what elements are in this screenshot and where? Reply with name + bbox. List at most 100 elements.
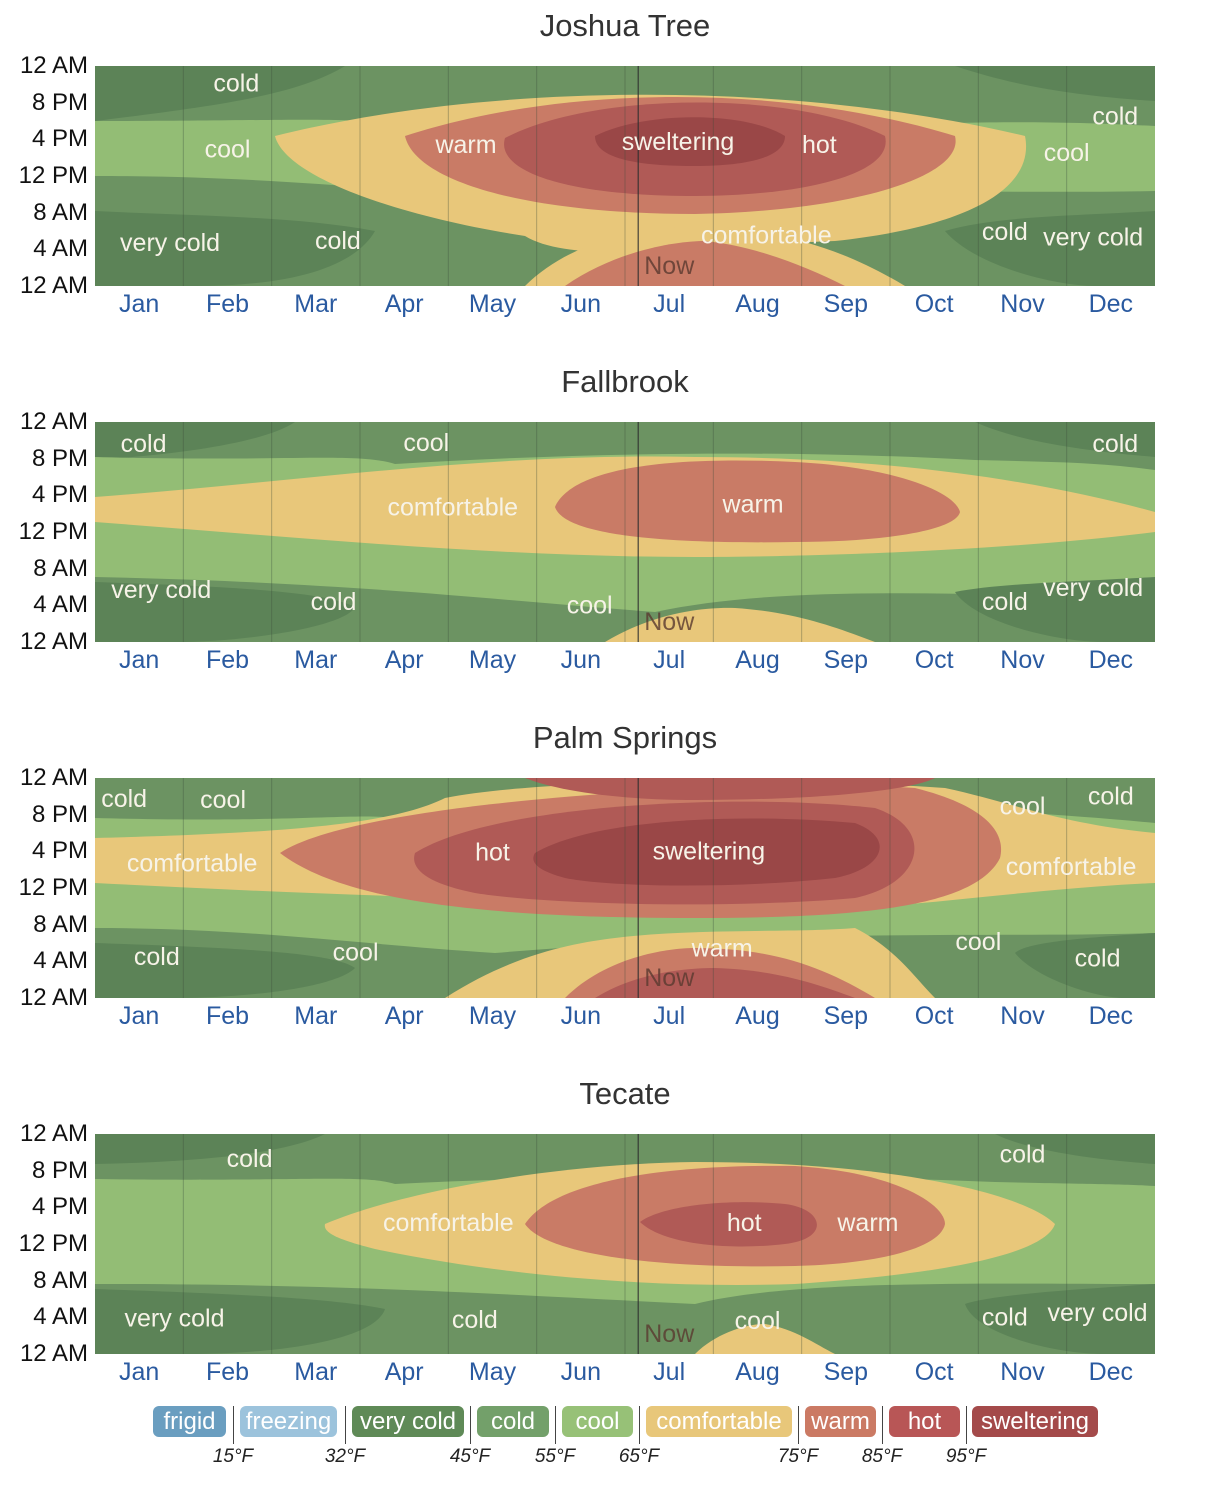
- x-tick-label: May: [468, 1002, 517, 1030]
- x-tick-label: Jul: [653, 1358, 686, 1386]
- x-tick-label: Jan: [119, 646, 160, 674]
- y-tick-label: 4 AM: [33, 947, 88, 975]
- x-tick-label: Oct: [914, 1358, 954, 1386]
- x-tick-label: Jul: [653, 290, 686, 318]
- region-label: sweltering: [653, 837, 766, 865]
- x-tick-label: Feb: [205, 646, 250, 674]
- region-label: cool: [1044, 139, 1090, 167]
- legend-item: frigid: [153, 1406, 226, 1437]
- region-label: comfortable: [701, 222, 832, 250]
- region-label: hot: [475, 838, 510, 866]
- region-label: cold: [121, 430, 167, 458]
- chart-title: Tecate: [579, 1076, 671, 1111]
- region-label: cold: [315, 227, 361, 255]
- region-label: cool: [735, 1307, 781, 1335]
- y-tick-label: 8 PM: [31, 800, 88, 828]
- y-tick-label: 12 AM: [19, 408, 88, 435]
- x-tick-label: Nov: [1000, 1002, 1045, 1030]
- region-label: cold: [982, 218, 1028, 246]
- legend-separator: [345, 1406, 346, 1444]
- y-tick-label: 12 AM: [19, 764, 88, 791]
- legend-tick: 45°F: [449, 1446, 491, 1467]
- x-tick-label: May: [468, 646, 517, 674]
- heatmap-region: [965, 1284, 1155, 1354]
- y-tick-label: 12 PM: [18, 1230, 88, 1257]
- x-tick-label: Jun: [560, 290, 601, 318]
- y-tick-label: 12 AM: [19, 272, 88, 299]
- legend-item: comfortable: [646, 1406, 792, 1437]
- x-tick-label: Apr: [384, 290, 424, 318]
- legend: frigid freezing very cold cold cool comfortab…: [0, 1406, 1228, 1476]
- heatmap-region: [95, 943, 355, 998]
- x-tick-label: Apr: [384, 646, 424, 674]
- heatmap-region: [95, 1134, 325, 1164]
- y-tick-label: 12 AM: [19, 52, 88, 79]
- legend-item: cold: [477, 1406, 549, 1437]
- legend-tick: 15°F: [212, 1446, 254, 1467]
- heatmap-region: [995, 1134, 1155, 1164]
- x-tick-label: Mar: [294, 646, 338, 674]
- region-label: cool: [955, 928, 1001, 956]
- heatmap-region: [605, 607, 875, 642]
- x-tick-label: Apr: [384, 1002, 424, 1030]
- heatmap-region: [555, 460, 960, 543]
- legend-item: sweltering: [972, 1406, 1098, 1437]
- x-tick-label: Jan: [119, 1358, 160, 1386]
- region-label: cool: [403, 429, 449, 457]
- region-label: cold: [101, 785, 147, 813]
- legend-item: warm: [805, 1406, 876, 1437]
- now-label: Now: [644, 964, 695, 992]
- legend-separator: [882, 1406, 883, 1444]
- y-tick-label: 8 PM: [31, 88, 88, 116]
- x-tick-label: Dec: [1088, 1002, 1134, 1030]
- region-label: very cold: [111, 576, 211, 604]
- region-label: warm: [434, 131, 496, 159]
- region-label: cold: [1092, 103, 1138, 131]
- chart-title: Joshua Tree: [539, 8, 711, 43]
- y-tick-label: 12 AM: [19, 984, 88, 1011]
- heatmap-region: [95, 582, 355, 642]
- x-tick-label: Oct: [914, 646, 954, 674]
- region-label: cold: [452, 1306, 498, 1334]
- legend-separator: [233, 1406, 234, 1444]
- legend-item: cool: [562, 1406, 633, 1437]
- region-label: cool: [333, 938, 379, 966]
- y-tick-label: 8 AM: [33, 910, 88, 938]
- chart-panel: Joshua Tree 12 AM 8 PM 4 PM 12 PM 8 AM 4 AM 12 …: [0, 0, 1228, 340]
- x-tick-label: Jan: [119, 1002, 160, 1030]
- x-tick-label: Dec: [1088, 290, 1134, 318]
- heatmap-region: [640, 1202, 817, 1247]
- region-label: very cold: [1043, 574, 1143, 602]
- region-label: cool: [1000, 793, 1046, 821]
- heatmap-plot: Now cold cool cool cold comfortable hot swelter…: [95, 778, 1155, 998]
- y-tick-label: 12 AM: [19, 1340, 88, 1367]
- region-label: warm: [836, 1209, 898, 1237]
- x-tick-label: Oct: [914, 290, 954, 318]
- legend-separator: [470, 1406, 471, 1444]
- y-tick-label: 4 AM: [33, 591, 88, 619]
- heatmap-region: [695, 1324, 835, 1354]
- legend-tick: 55°F: [534, 1446, 576, 1467]
- x-tick-label: Jun: [560, 1002, 601, 1030]
- y-tick-label: 4 AM: [33, 235, 88, 263]
- heatmap-region: [95, 211, 375, 286]
- region-label: sweltering: [622, 128, 735, 156]
- legend-tick: 75°F: [777, 1446, 819, 1467]
- x-tick-label: Sep: [823, 1358, 869, 1386]
- legend-tick: 95°F: [945, 1446, 987, 1467]
- region-label: very cold: [1048, 1299, 1148, 1327]
- x-tick-label: Mar: [294, 290, 338, 318]
- legend-separator: [966, 1406, 967, 1444]
- x-tick-label: May: [468, 1358, 517, 1386]
- legend-separator: [555, 1406, 556, 1444]
- heatmap-region: [565, 241, 845, 286]
- x-tick-label: Aug: [735, 1002, 780, 1030]
- chart-panel: Fallbrook 12 AM 8 PM 4 PM 12 PM 8 AM 4 AM 12 AM…: [0, 356, 1228, 696]
- x-tick-label: Sep: [823, 290, 869, 318]
- x-tick-label: Sep: [823, 1002, 869, 1030]
- x-tick-label: Dec: [1088, 646, 1134, 674]
- legend-tick: 65°F: [618, 1446, 660, 1467]
- x-tick-label: Jun: [560, 1358, 601, 1386]
- x-tick-label: Jul: [653, 646, 686, 674]
